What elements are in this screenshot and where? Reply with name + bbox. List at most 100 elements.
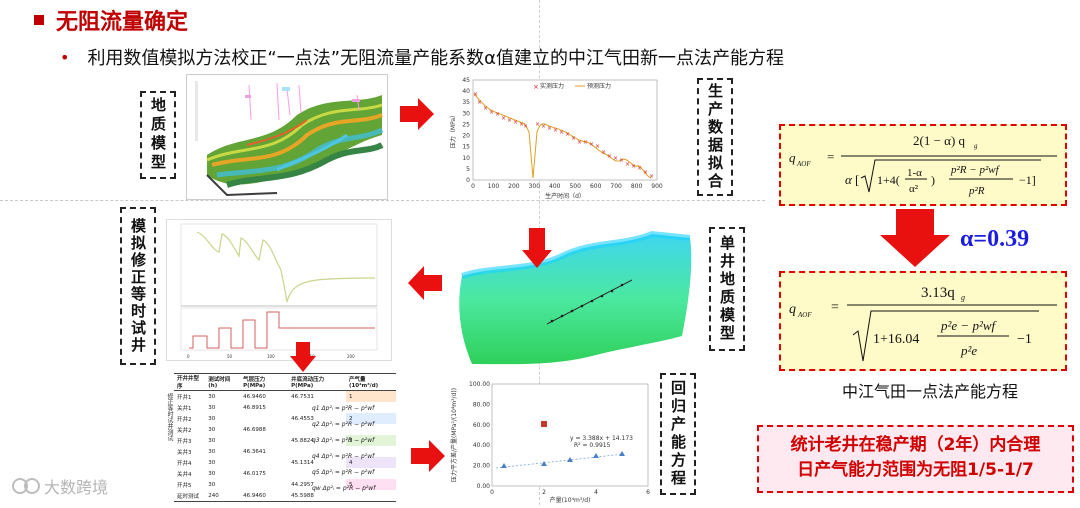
table-cell: 30: [208, 448, 216, 455]
sim-test-label: 模拟修正等时试井: [120, 207, 156, 365]
svg-text:q: q: [789, 150, 796, 165]
q-label: q1 Δp²ᵢ = p²R − p²wf: [312, 405, 375, 412]
table-row: 关井2 30 46.6988: [174, 424, 396, 435]
q-label: q4 Δp²ᵢ = p²R − p²wf: [312, 453, 375, 460]
regression-chart: 100.00 80.00 60.00 40.00 20.00 0.00 0 2 4 6 产量(10⁴…: [448, 376, 660, 504]
table-cell: [240, 413, 288, 424]
fit-measured-point: ×: [619, 157, 624, 164]
fit-predicted-curve: [473, 93, 652, 179]
reg-x-tick: 4: [594, 489, 598, 496]
q-label: qw Δp²ᵢ = p²R − p²wf: [312, 485, 376, 492]
fit-x-tick: 700: [610, 183, 622, 190]
single-well-model-image: [452, 226, 702, 368]
reg-y-tick: 20.00: [473, 463, 490, 470]
table-cell: 45.8824: [291, 437, 314, 444]
table-cell: 45.1314: [291, 459, 314, 466]
arrow-left-icon: [408, 266, 442, 300]
subtitle-row: • 利用数值模拟方法校正“一点法”无阻流量产能系数α值建立的中江气田新一点法产能…: [60, 44, 784, 70]
geo-3d-model-image: [186, 74, 388, 200]
table-cell: 30: [208, 404, 216, 411]
fit-x-tick: 300: [529, 183, 541, 190]
arrow-right-icon: [400, 98, 434, 130]
table-cell: [240, 435, 288, 446]
reg-y-label: 压力平方差/产量(MPa²/(10⁴m³/d)): [450, 388, 458, 482]
arrow-right-icon-2: [411, 440, 445, 472]
svg-text:=: =: [831, 300, 839, 315]
fit-x-tick: 900: [651, 183, 663, 190]
svg-text:g: g: [974, 142, 978, 150]
fit-measured-point: ×: [637, 165, 642, 172]
fit-y-tick: 20: [462, 133, 470, 140]
svg-text:0: 0: [187, 354, 190, 359]
fit-measured-point: ×: [583, 139, 588, 146]
sim-test-chart: 050 100150 200: [166, 219, 392, 361]
fit-legend-predicted: 预测压力: [587, 82, 611, 90]
table-cell: 30: [208, 470, 216, 477]
reg-data-point: [593, 453, 599, 458]
table-cell: 46.0175: [243, 470, 266, 477]
arrow-down-icon: [522, 228, 552, 268]
svg-text:−1: −1: [1017, 332, 1032, 347]
svg-text:): ): [931, 173, 935, 187]
fit-measured-point: ×: [631, 163, 636, 170]
reg-x-tick: 6: [646, 489, 650, 496]
reg-y-tick: 80.00: [473, 401, 490, 408]
fit-measured-point: ×: [541, 123, 546, 130]
table-cell: 30: [208, 415, 216, 422]
svg-text:3.13q: 3.13q: [921, 285, 955, 301]
arrow-down-small-icon: [290, 342, 316, 372]
svg-text:p²e: p²e: [960, 343, 977, 358]
geo-model-label: 地质模型: [140, 91, 176, 179]
subtitle-text: 利用数值模拟方法校正“一点法”无阻流量产能系数α值建立的中江气田新一点法产能方程: [87, 48, 784, 69]
fit-measured-point: ×: [553, 127, 558, 134]
fit-measured-point: ×: [477, 99, 482, 106]
svg-text:2(1 − α) q: 2(1 − α) q: [913, 133, 966, 148]
formula-caption: 中江气田一点法产能方程: [841, 382, 1018, 401]
reg-y-tick: 0.00: [477, 483, 491, 490]
table-cell: 开井5: [177, 482, 192, 489]
fit-measured-point: ×: [625, 161, 630, 168]
svg-text:AOF: AOF: [797, 311, 812, 319]
fit-measured-point: ×: [577, 139, 582, 146]
svg-text:p²R − p²wf: p²R − p²wf: [950, 164, 1001, 176]
table-cell: 46.4553: [291, 415, 314, 422]
fit-y-tick: 35: [462, 99, 470, 106]
svg-text:p²e − p²wf: p²e − p²wf: [940, 318, 998, 333]
fit-legend-measured: 实测压力: [540, 82, 564, 90]
svg-text:q: q: [789, 302, 796, 317]
table-cell: 5: [345, 479, 396, 490]
watermark-text: 大数跨境: [44, 478, 109, 497]
watermark: 大数跨境: [12, 474, 108, 498]
table-cell: 30: [208, 481, 216, 488]
aof-formula-final-box: q AOF = 3.13q g 1+16.04 p²e − p²wf p²e −…: [779, 271, 1067, 371]
fit-x-tick: 100: [488, 183, 500, 190]
table-row: 开井4 30 45.1314 4: [174, 457, 396, 468]
svg-text:α: α: [845, 172, 853, 187]
title-text: 无阻流量确定: [56, 10, 189, 35]
fit-measured-point: ×: [649, 173, 654, 180]
table-cell: 开井1: [177, 394, 192, 401]
table-row: 关井4 30 46.0175: [174, 468, 396, 479]
table-cell: 46.9460: [243, 393, 266, 400]
table-cell: [240, 479, 288, 490]
sim-test-text: 模拟修正等时试井: [129, 218, 147, 354]
fit-measured-point: ×: [489, 109, 494, 116]
table-cell: [345, 402, 396, 413]
fit-measured-point: ×: [519, 121, 524, 128]
table-cell: [240, 457, 288, 468]
production-fit-chart: 0 5 10 15 20 25 30 35 40 45 0 100 200 300 400 500 600 700…: [445, 72, 668, 202]
table-cell: 1: [345, 390, 396, 402]
table-cell: 关井2: [177, 427, 192, 434]
reg-data-point: [541, 461, 547, 466]
svg-text:100: 100: [267, 354, 275, 359]
fit-x-tick: 200: [508, 183, 520, 190]
table-cell: [345, 490, 396, 502]
table-header-cell: 气层压力P(MPa): [243, 377, 266, 389]
table-row: 开井3 30 45.8824 3: [174, 435, 396, 446]
fit-x-tick: 800: [631, 183, 643, 190]
fit-legend-measured-marker: ×: [533, 83, 539, 91]
note-line-2: 日产气能力范围为无阻1/5-1/7: [797, 460, 1034, 480]
table-cell: 44.2957: [291, 481, 314, 488]
svg-text:1+16.04: 1+16.04: [873, 332, 919, 347]
table-cell: 46.9460: [243, 492, 266, 499]
